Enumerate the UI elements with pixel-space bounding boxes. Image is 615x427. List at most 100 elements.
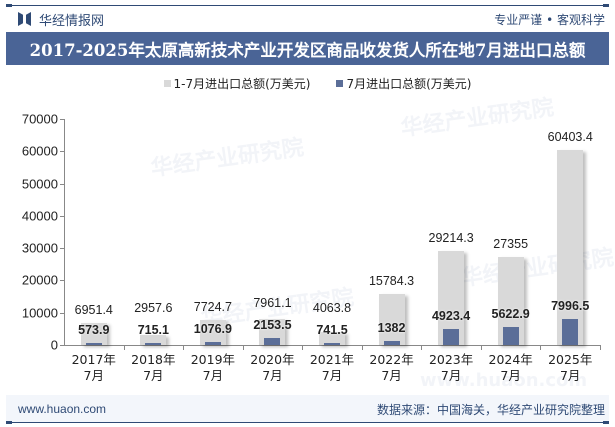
x-label-year: 2019年 [190, 352, 236, 367]
bar-total [378, 294, 405, 345]
x-label-month: 7月 [202, 368, 224, 383]
y-tick-label: 0 [50, 337, 58, 353]
x-tick [183, 345, 185, 350]
bar-total [557, 149, 584, 345]
bottom-rule [6, 421, 609, 424]
x-label-year: 2025年 [548, 352, 593, 367]
watermark-text: 华经产业研究院 [149, 135, 306, 182]
y-tick-label: 10000 [21, 305, 58, 321]
x-tick [361, 345, 363, 350]
chart-title: 2017-2025年太原高新技术产业开发区商品收发货人所在地7月进出口总额 [29, 40, 586, 60]
legend-swatch-total [163, 80, 171, 87]
legend-item-month: 7月进出口总额(万美元) [336, 75, 471, 92]
value-label-month: 7996.5 [551, 299, 590, 314]
y-tick [60, 312, 64, 314]
y-tick-label: 30000 [21, 240, 58, 256]
y-tick [60, 280, 64, 282]
x-tick [480, 345, 482, 350]
bar-total [319, 331, 345, 345]
y-tick [60, 345, 64, 346]
x-tick-label: 2022年 7月 [362, 352, 422, 384]
x-tick-label: 2019年 7月 [183, 352, 243, 384]
slogan: 专业严谨 • 客观科学 [494, 13, 605, 27]
x-label-month: 7月 [143, 368, 164, 383]
x-label-year: 2018年 [131, 352, 176, 367]
x-label-month: 7月 [559, 368, 581, 383]
x-label-year: 2024年 [488, 352, 533, 367]
x-label-year: 2021年 [309, 352, 355, 367]
legend-swatch-month [336, 80, 344, 87]
y-tick-label: 70000 [21, 111, 58, 127]
value-label-total: 27355 [493, 236, 529, 251]
value-label-total: 7961.1 [253, 296, 292, 311]
y-tick-label: 50000 [21, 176, 58, 192]
x-tick-label: 2020年 7月 [242, 352, 302, 384]
x-label-month: 7月 [83, 368, 104, 383]
bar-month [443, 329, 460, 345]
bar-month [204, 341, 221, 345]
x-tick-label: 2021年 7月 [302, 352, 362, 384]
x-tick [421, 345, 423, 350]
value-label-month: 2153.5 [253, 318, 292, 333]
value-label-total: 6951.4 [74, 302, 113, 317]
x-tick [600, 345, 601, 350]
x-label-month: 7月 [321, 368, 343, 383]
value-label-month: 1076.9 [193, 321, 232, 336]
value-label-month: 573.9 [78, 323, 110, 338]
value-label-total: 4063.8 [312, 300, 352, 315]
legend-item-total: 1-7月进出口总额(万美元) [163, 75, 311, 92]
value-label-month: 715.1 [137, 322, 169, 337]
x-tick [123, 345, 125, 350]
y-tick-label: 20000 [21, 272, 58, 288]
bar-month [383, 340, 400, 345]
x-tick-label: 2023年 7月 [421, 352, 481, 384]
bar-total [140, 335, 167, 345]
brand: 华经情报网 [18, 10, 105, 29]
y-axis [64, 119, 65, 345]
y-tick [60, 151, 64, 153]
x-tick [540, 345, 542, 350]
bar-month [324, 342, 340, 345]
brand-name: 华经情报网 [39, 13, 105, 29]
bar-total [199, 320, 226, 345]
value-label-month: 741.5 [316, 322, 348, 337]
y-tick [60, 215, 64, 217]
top-rule [6, 4, 609, 7]
footer-bar [6, 395, 609, 423]
y-tick-label: 40000 [21, 208, 58, 224]
x-tick [242, 345, 244, 350]
x-label-month: 7月 [500, 368, 521, 383]
footer-source: 数据来源：中国海关，华经产业研究院整理 [376, 403, 605, 417]
legend-label-month: 7月进出口总额(万美元) [346, 77, 472, 91]
x-label-year: 2020年 [250, 352, 295, 367]
bar-month [562, 319, 579, 345]
x-tick-label: 2018年 7月 [123, 352, 183, 384]
x-label-month: 7月 [440, 368, 462, 383]
title-bar: 2017-2025年太原高新技术产业开发区商品收发货人所在地7月进出口总额 [6, 32, 609, 65]
y-tick-label: 60000 [21, 143, 58, 159]
value-label-month: 4923.4 [431, 309, 471, 324]
y-tick [60, 119, 64, 120]
y-tick [60, 248, 64, 250]
x-axis [64, 345, 600, 346]
y-tick [60, 183, 64, 185]
legend-label-total: 1-7月进出口总额(万美元) [173, 77, 311, 91]
bar-month [264, 338, 281, 345]
value-label-month: 5622.9 [491, 306, 530, 321]
value-label-total: 7724.7 [193, 300, 232, 315]
x-tick [302, 345, 304, 350]
x-label-month: 7月 [262, 368, 283, 383]
legend: 1-7月进出口总额(万美元) 7月进出口总额(万美元) [0, 75, 615, 92]
x-label-year: 2023年 [428, 352, 474, 367]
x-label-year: 2022年 [369, 352, 414, 367]
value-label-total: 60403.4 [547, 129, 593, 144]
bar-month [502, 326, 519, 345]
bar-month [145, 342, 162, 345]
x-label-month: 7月 [381, 368, 402, 383]
x-tick-label: 2017年 7月 [64, 352, 124, 384]
bar-month [85, 343, 102, 345]
x-tick-label: 2025年 7月 [540, 352, 600, 384]
footer-website: www.huaon.com [18, 402, 107, 416]
value-label-total: 15784.3 [368, 274, 415, 289]
bar-total [80, 322, 107, 345]
